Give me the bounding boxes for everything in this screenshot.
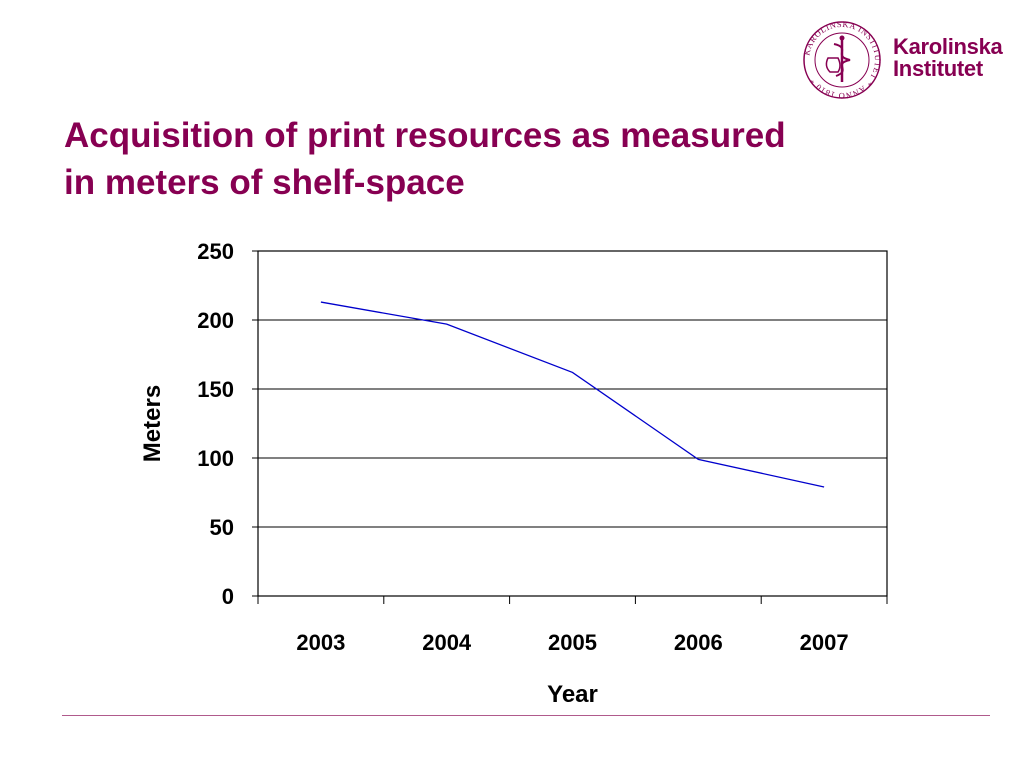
y-tick-label: 50: [210, 515, 234, 540]
y-tick-label: 100: [197, 446, 234, 471]
page-title: Acquisition of print resources as measur…: [64, 112, 864, 206]
y-axis: 0 50 100 150 200 250: [197, 239, 258, 609]
logo-name-line2: Institutet: [893, 56, 983, 81]
x-axis-title: Year: [547, 681, 598, 708]
series-line-0: [320, 301, 825, 488]
x-tick-label: 2007: [800, 630, 849, 655]
page-title-line2: in meters of shelf-space: [64, 163, 465, 202]
plot-area: [257, 250, 888, 597]
y-tick-label: 250: [197, 239, 234, 264]
x-tick-label: 2003: [296, 630, 345, 655]
y-tick-label: 200: [197, 308, 234, 333]
page-title-line1: Acquisition of print resources as measur…: [64, 116, 786, 155]
x-axis: 2003 2004 2005 2006 2007: [257, 596, 888, 655]
y-tick-label: 0: [222, 584, 234, 609]
x-tick-label: 2004: [422, 630, 472, 655]
gridlines: [258, 319, 887, 528]
logo-name-line1: Karolinska: [893, 34, 1003, 59]
karolinska-seal-icon: KAROLINSKA INSTITUTET * ANNO 1810 *: [801, 19, 882, 101]
logo-name: Karolinska Institutet: [893, 36, 1003, 80]
x-tick-label: 2005: [548, 630, 597, 655]
footer-rule: [62, 715, 990, 716]
x-tick-label: 2006: [674, 630, 723, 655]
y-axis-title: Meters: [139, 385, 166, 462]
y-tick-label: 150: [197, 377, 234, 402]
series: [320, 301, 825, 488]
